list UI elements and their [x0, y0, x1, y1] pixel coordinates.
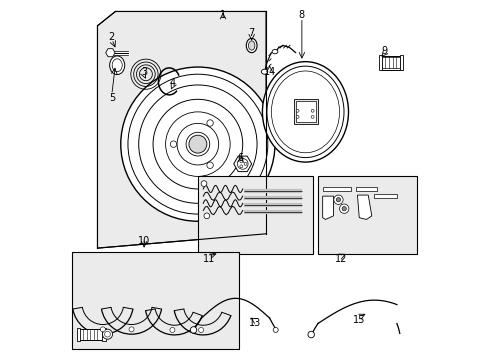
Text: 4: 4	[169, 78, 176, 88]
Polygon shape	[97, 12, 265, 248]
Circle shape	[239, 160, 242, 163]
Circle shape	[129, 327, 134, 332]
Circle shape	[237, 158, 247, 169]
Bar	[102, 328, 106, 341]
Bar	[79, 329, 104, 340]
Ellipse shape	[261, 69, 267, 74]
Bar	[373, 194, 396, 198]
Polygon shape	[357, 195, 371, 220]
Circle shape	[128, 74, 267, 214]
Text: 15: 15	[352, 315, 365, 325]
Bar	[77, 328, 80, 341]
Circle shape	[273, 327, 278, 332]
Circle shape	[190, 327, 196, 333]
Bar	[355, 187, 376, 191]
Circle shape	[310, 109, 313, 112]
Ellipse shape	[248, 41, 254, 50]
Circle shape	[310, 116, 313, 118]
Bar	[198, 176, 312, 253]
Text: 10: 10	[138, 236, 150, 246]
Text: 5: 5	[108, 93, 115, 103]
Circle shape	[104, 331, 110, 337]
Bar	[380, 56, 401, 69]
Polygon shape	[322, 196, 333, 220]
Bar	[379, 55, 382, 70]
Circle shape	[296, 109, 298, 112]
Circle shape	[100, 327, 105, 332]
Circle shape	[188, 135, 206, 153]
Ellipse shape	[266, 66, 344, 158]
Circle shape	[203, 213, 209, 219]
Text: 8: 8	[298, 10, 305, 20]
Circle shape	[339, 204, 348, 213]
Ellipse shape	[112, 59, 122, 72]
Text: 1: 1	[220, 10, 225, 20]
Circle shape	[201, 181, 206, 186]
Text: 13: 13	[248, 319, 261, 328]
Circle shape	[102, 329, 112, 339]
Circle shape	[177, 123, 218, 165]
Text: 14: 14	[263, 67, 275, 77]
Ellipse shape	[271, 71, 339, 153]
Circle shape	[206, 162, 213, 168]
Circle shape	[206, 120, 213, 126]
Circle shape	[341, 207, 346, 211]
Circle shape	[169, 328, 175, 333]
Circle shape	[244, 162, 246, 165]
Circle shape	[198, 328, 203, 333]
Bar	[317, 176, 416, 253]
Circle shape	[296, 116, 298, 118]
Text: 11: 11	[202, 254, 214, 264]
Circle shape	[153, 99, 242, 189]
Circle shape	[165, 112, 230, 176]
Ellipse shape	[271, 49, 277, 54]
Ellipse shape	[262, 62, 348, 162]
Circle shape	[336, 198, 340, 202]
Text: 6: 6	[237, 153, 244, 163]
Bar	[322, 187, 351, 191]
Text: 9: 9	[381, 46, 386, 56]
Bar	[293, 99, 317, 125]
Text: 2: 2	[108, 32, 115, 41]
Text: 12: 12	[334, 254, 347, 264]
Circle shape	[333, 195, 343, 204]
Bar	[381, 57, 400, 68]
Text: 7: 7	[248, 28, 254, 38]
Bar	[72, 252, 239, 348]
Circle shape	[307, 331, 314, 338]
Circle shape	[139, 85, 257, 203]
Ellipse shape	[246, 39, 257, 53]
Ellipse shape	[109, 56, 124, 75]
Circle shape	[170, 141, 176, 147]
Circle shape	[239, 165, 242, 168]
Bar	[295, 101, 315, 122]
Bar	[399, 55, 402, 70]
Text: 3: 3	[141, 67, 147, 77]
Circle shape	[121, 67, 274, 221]
Circle shape	[185, 132, 209, 156]
